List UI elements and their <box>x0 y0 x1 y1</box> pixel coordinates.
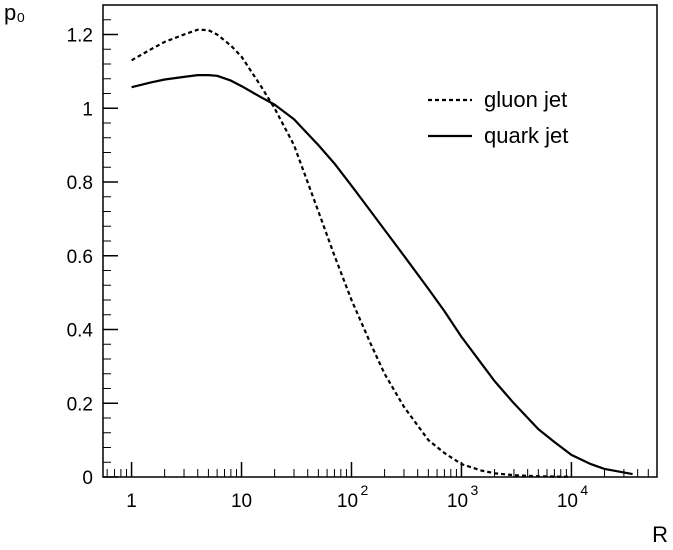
y-tick-label: 1.2 <box>67 26 93 47</box>
plot-frame <box>102 4 658 478</box>
gluon-jet-line <box>131 28 572 478</box>
y-tick-label: 0.8 <box>67 173 93 194</box>
y-tick-label: 0.2 <box>67 394 93 415</box>
x-tick-label: 10 <box>447 491 468 512</box>
y-tick-label: 1 <box>82 99 93 120</box>
quark-jet-line <box>131 73 633 476</box>
x-tick-label: 1 <box>126 491 137 512</box>
x-tick-label: 10 <box>557 491 578 512</box>
x-tick-exponent: 2 <box>360 482 368 498</box>
x-tick-label: 10 <box>231 491 252 512</box>
y-axis-label: p₀ <box>4 0 25 25</box>
legend: gluon jet quark jet <box>428 87 568 148</box>
x-tick-exponent: 3 <box>470 482 478 498</box>
y-tick-label: 0.4 <box>67 321 94 342</box>
y-tick-label: 0 <box>82 468 93 489</box>
legend-label: quark jet <box>484 123 568 148</box>
legend-label: gluon jet <box>484 87 567 112</box>
x-axis-label: R <box>652 522 668 547</box>
y-tick-label: 0.6 <box>67 247 93 268</box>
x-tick-exponent: 4 <box>580 482 588 498</box>
x-tick-label: 10 <box>337 491 358 512</box>
